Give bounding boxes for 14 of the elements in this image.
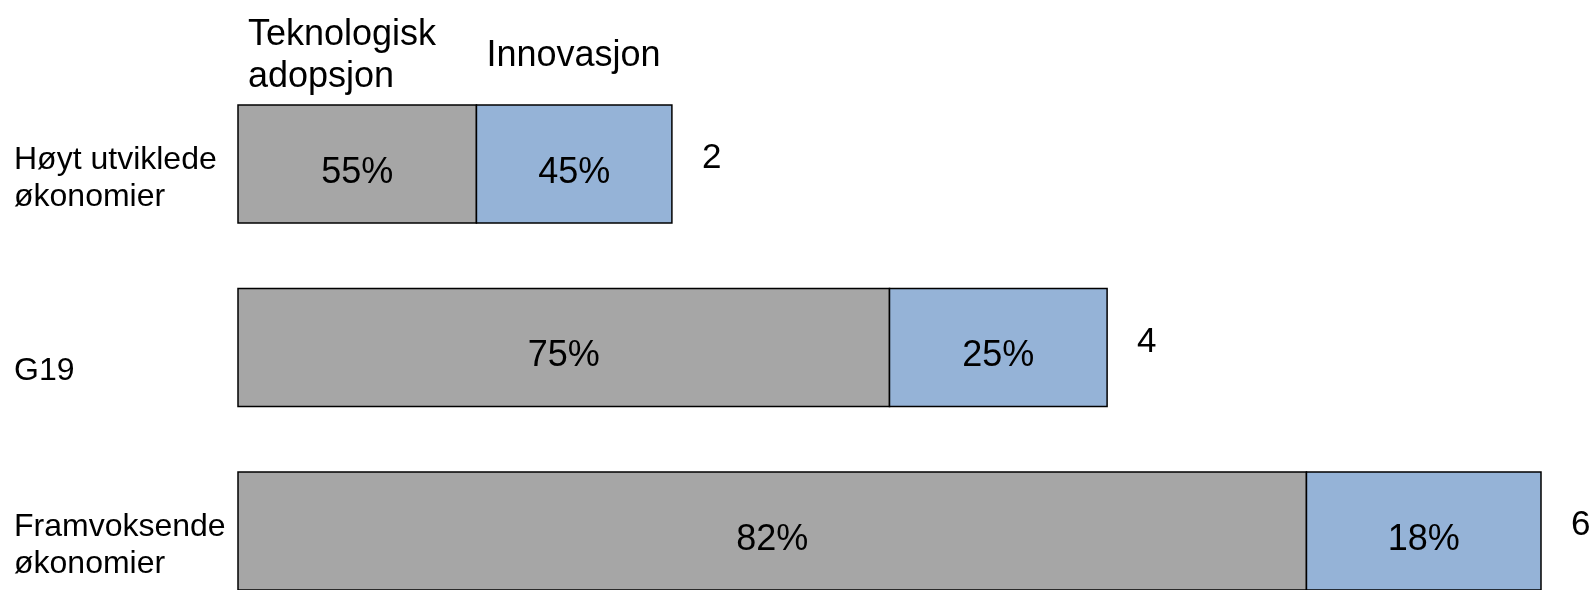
series-label: Innovasjon	[486, 32, 661, 74]
annotation: 25%	[962, 333, 1035, 375]
annotation: 82%	[736, 516, 809, 558]
annotation: 2	[701, 136, 722, 176]
text: 6	[1571, 503, 1591, 543]
annotation: 4	[1137, 319, 1157, 359]
y-tick-label: G19	[14, 350, 75, 387]
series-label: Teknologisk adopsjon	[248, 11, 438, 95]
annotation: 45%	[538, 149, 611, 191]
annotation: 75%	[527, 333, 600, 375]
y-tick-label: Høyt utviklede økonomier	[14, 139, 217, 213]
annotation: 18%	[1387, 516, 1460, 558]
annotation: 55%	[321, 149, 394, 191]
y-tick-label: Framvoksende økonomier	[14, 506, 226, 580]
